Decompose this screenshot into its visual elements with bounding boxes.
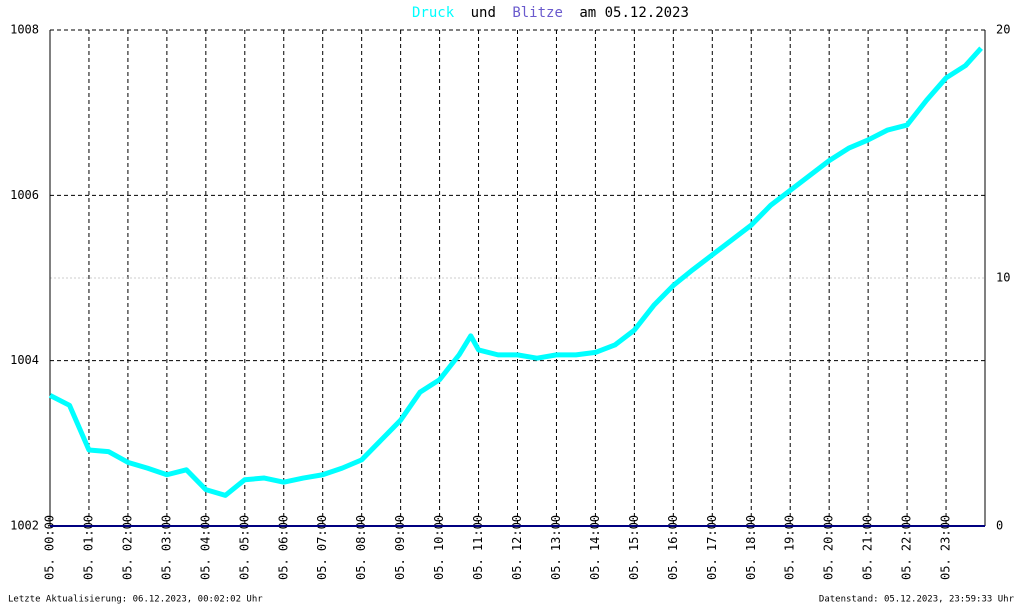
- y-tick-label: 1002: [10, 519, 39, 533]
- x-tick-label: 05. 04:00: [198, 515, 212, 580]
- x-tick-label: 05. 15:00: [627, 515, 641, 580]
- x-tick-label: 05. 16:00: [666, 515, 680, 580]
- y-tick-label: 1008: [10, 23, 39, 37]
- y2-tick-label: 20: [996, 23, 1010, 37]
- x-tick-label: 05. 06:00: [276, 515, 290, 580]
- y2-tick-label: 10: [996, 271, 1010, 285]
- x-tick-label: 05. 03:00: [159, 515, 173, 580]
- chart-title: Druck und Blitze am 05.12.2023: [412, 5, 689, 21]
- footer-right: Datenstand: 05.12.2023, 23:59:33 Uhr: [819, 595, 1015, 605]
- x-tick-label: 05. 10:00: [432, 515, 446, 580]
- x-tick-label: 05. 19:00: [783, 515, 797, 580]
- title-series: Blitze: [512, 5, 563, 21]
- y-tick-label: 1004: [10, 353, 39, 367]
- title-series: Druck: [412, 5, 455, 21]
- x-tick-label: 05. 02:00: [120, 515, 134, 580]
- line-series: [48, 46, 983, 498]
- x-tick-label: 05. 11:00: [471, 515, 485, 580]
- x-tick-label: 05. 13:00: [549, 515, 563, 580]
- x-tick-label: 05. 12:00: [510, 515, 524, 580]
- x-tick-label: 05. 21:00: [861, 515, 875, 580]
- x-tick-label: 05. 20:00: [822, 515, 836, 580]
- x-tick-label: 05. 00:00: [43, 515, 57, 580]
- y-tick-label: 1006: [10, 188, 39, 202]
- x-tick-label: 05. 01:00: [81, 515, 95, 580]
- x-tick-label: 05. 22:00: [900, 515, 914, 580]
- x-tick-label: 05. 14:00: [588, 515, 602, 580]
- x-tick-label: 05. 18:00: [744, 515, 758, 580]
- x-tick-label: 05. 08:00: [354, 515, 368, 580]
- x-tick-label: 05. 05:00: [237, 515, 251, 580]
- y2-tick-label: 0: [996, 519, 1003, 533]
- x-tick-label: 05. 09:00: [393, 515, 407, 580]
- x-tick-label: 05. 17:00: [705, 515, 719, 580]
- x-tick-label: 05. 23:00: [939, 515, 953, 580]
- title-suffix: am 05.12.2023: [579, 5, 689, 21]
- title-connector: und: [471, 5, 496, 21]
- footer-left: Letzte Aktualisierung: 06.12.2023, 00:02…: [8, 595, 263, 605]
- x-tick-label: 05. 07:00: [315, 515, 329, 580]
